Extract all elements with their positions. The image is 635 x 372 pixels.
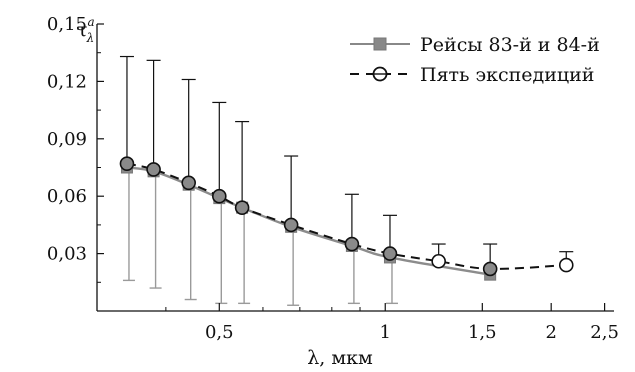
y-axis-title: τa λ bbox=[77, 15, 95, 45]
x-tick-label: 1,5 bbox=[468, 322, 497, 343]
marker-five bbox=[211, 188, 227, 204]
series-markers bbox=[119, 156, 574, 281]
marker-five bbox=[382, 246, 398, 261]
y-axis-title-symbol: τ bbox=[77, 19, 88, 41]
marker-five bbox=[283, 217, 299, 233]
y-tick-label: 0,15 bbox=[47, 14, 87, 35]
legend-label-reisy: Рейсы 83-й и 84-й bbox=[420, 34, 600, 56]
y-tick-label: 0,09 bbox=[47, 129, 87, 150]
marker-five bbox=[344, 236, 360, 252]
legend-label-five: Пять экспедиций bbox=[420, 64, 594, 86]
y-tick-label: 0,12 bbox=[47, 71, 87, 92]
x-axis-title: λ, мкм bbox=[307, 347, 373, 369]
y-axis-title-subscript: λ bbox=[86, 31, 95, 45]
error-bars bbox=[119, 55, 574, 306]
series-line-five bbox=[126, 162, 567, 270]
marker-five bbox=[119, 156, 135, 171]
marker-five bbox=[431, 253, 446, 269]
marker-five bbox=[482, 261, 498, 277]
legend: Рейсы 83-й и 84-й Пять экспедиций bbox=[350, 34, 600, 86]
x-tick-label: 2 bbox=[545, 322, 556, 343]
legend-marker-reisy bbox=[373, 37, 387, 51]
x-tick-label: 2,5 bbox=[590, 322, 619, 343]
y-tick-label: 0,06 bbox=[47, 186, 87, 207]
marker-five bbox=[558, 257, 574, 273]
marker-five bbox=[146, 162, 161, 177]
ticks: 0,03 0,06 0,09 0,12 0,15 0,5 1 1,5 2 2,5 bbox=[47, 14, 619, 343]
marker-five bbox=[234, 200, 250, 215]
x-tick-label: 0,5 bbox=[205, 322, 234, 343]
marker-five bbox=[181, 175, 196, 191]
x-tick-label: 1 bbox=[380, 322, 391, 343]
y-tick-label: 0,03 bbox=[47, 244, 87, 265]
y-axis-title-superscript: a bbox=[88, 15, 95, 29]
